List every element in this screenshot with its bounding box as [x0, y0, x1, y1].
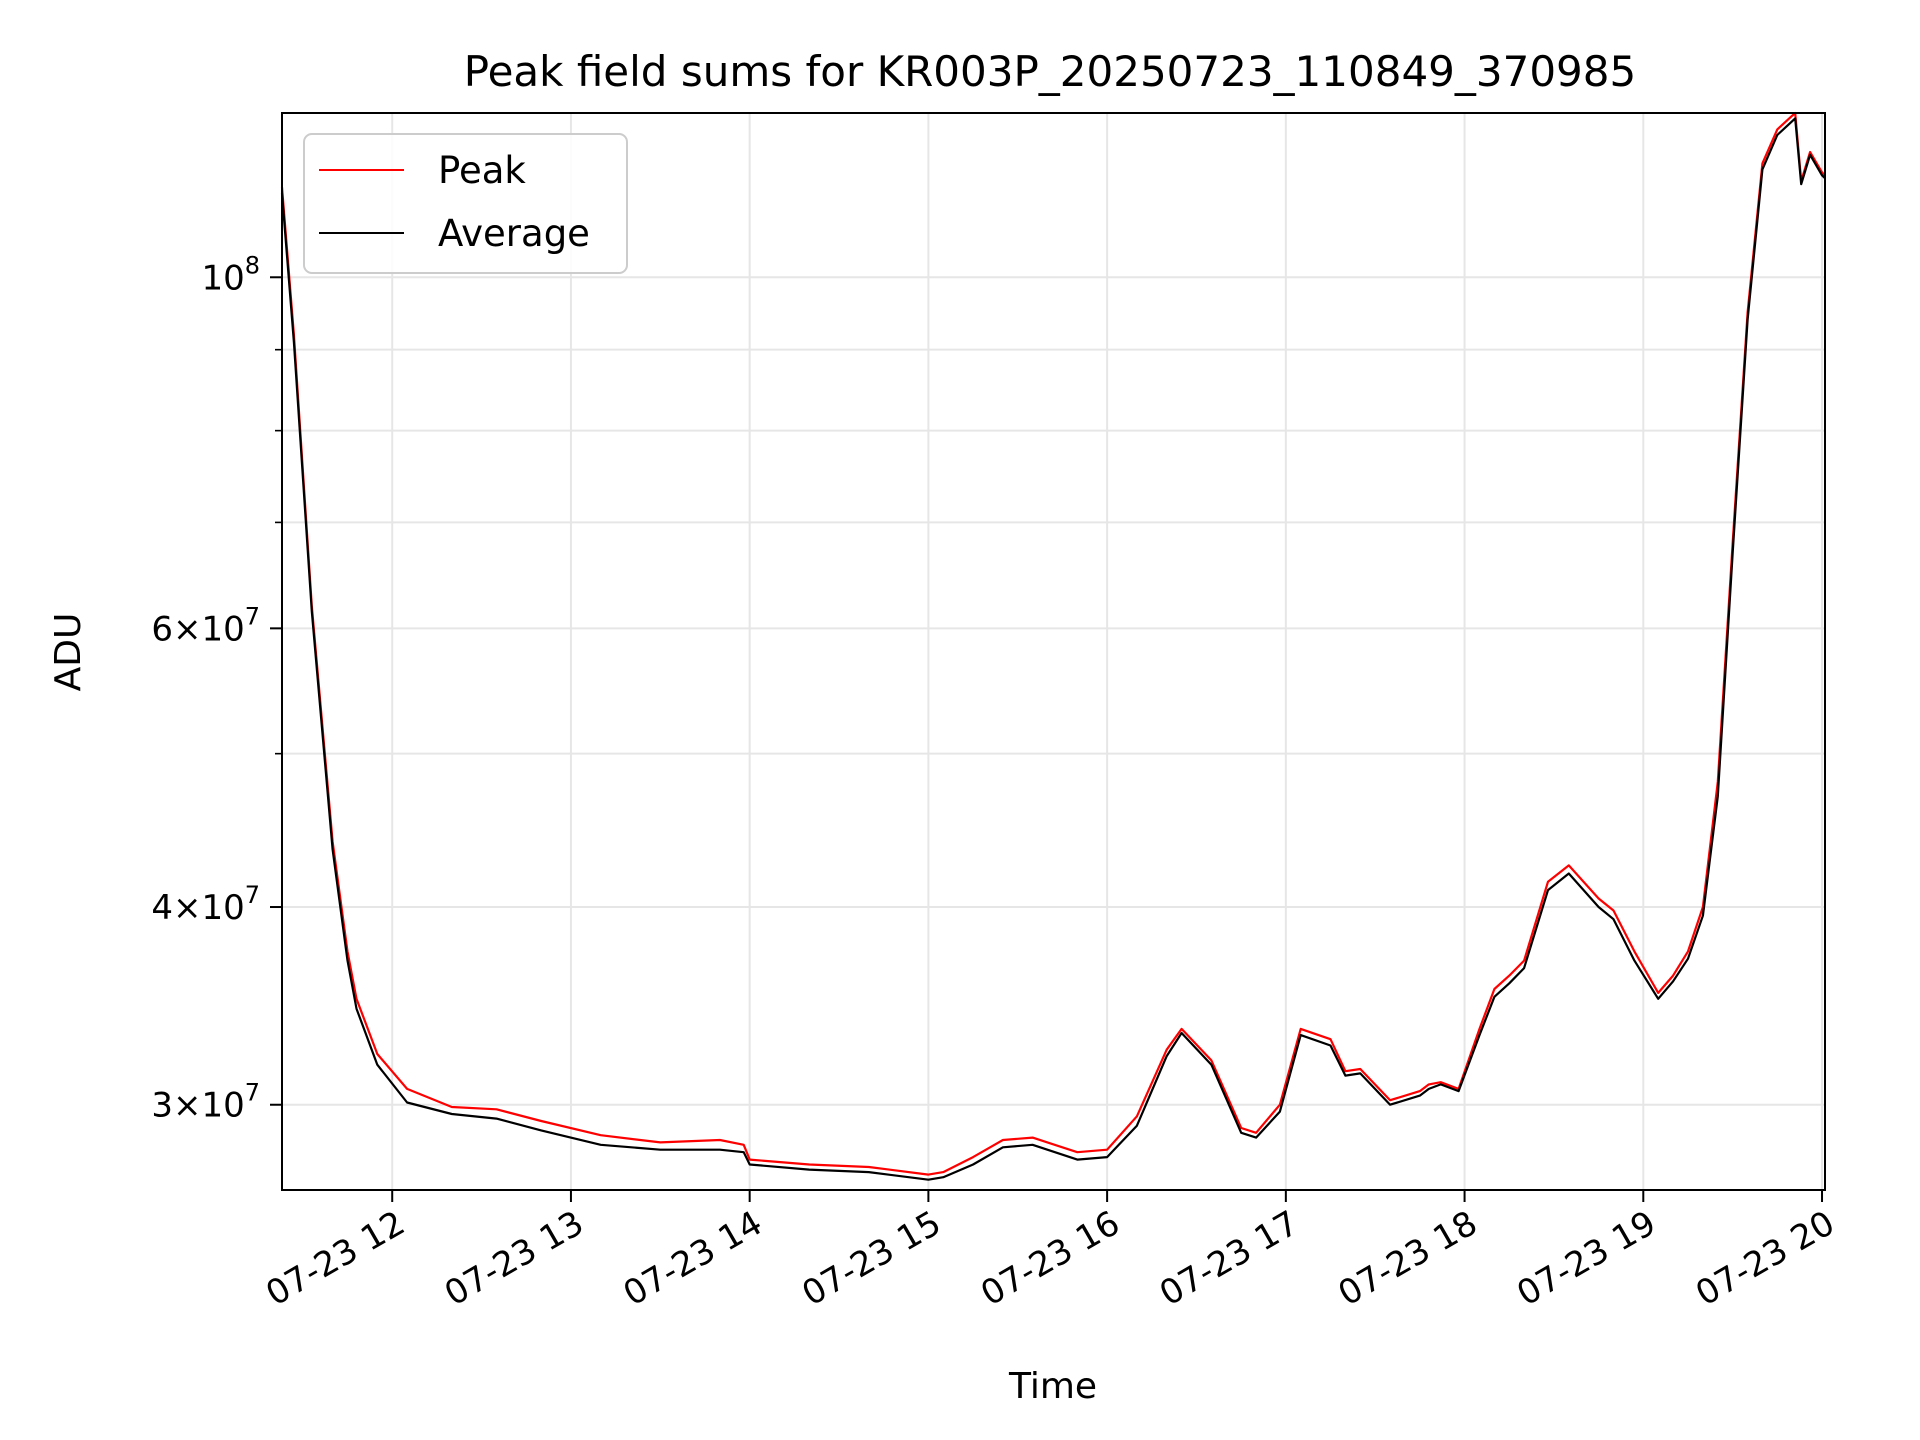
y-tick-label-base: 4×10 — [151, 888, 244, 928]
x-axis-label: Time — [1008, 1366, 1097, 1407]
y-tick-label-base: 6×10 — [151, 609, 244, 649]
y-tick-label: 108 — [201, 251, 260, 298]
y-tick-label-exponent: 7 — [245, 1079, 260, 1107]
y-tick-label-base: 10 — [201, 258, 244, 298]
plot-frame — [281, 112, 1826, 1191]
y-tick-label-exponent: 7 — [245, 602, 260, 630]
grid-lines — [282, 113, 1825, 1190]
y-axis-label: ADU — [48, 613, 89, 692]
y-tick-label: 3×107 — [151, 1079, 260, 1126]
y-tick-label-base: 3×10 — [151, 1086, 244, 1126]
legend-average-label: Average — [438, 212, 590, 255]
y-tick-label: 6×107 — [151, 602, 260, 649]
legend: Peak Average — [303, 133, 628, 274]
chart-title: Peak field sums for KR003P_20250723_1108… — [464, 47, 1636, 96]
series-lines — [280, 111, 1826, 1181]
legend-peak-label: Peak — [438, 149, 526, 192]
series-line-peak — [280, 111, 1826, 1176]
y-tick-label-exponent: 8 — [245, 251, 260, 279]
y-tick-label: 4×107 — [151, 881, 260, 928]
legend-box — [303, 133, 628, 274]
series-line-average — [280, 117, 1826, 1181]
y-tick-label-exponent: 7 — [245, 881, 260, 909]
